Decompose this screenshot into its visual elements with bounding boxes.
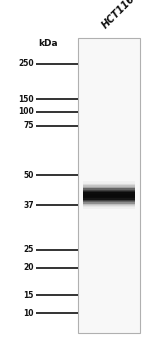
Bar [83,190,135,191]
Bar [83,187,135,188]
Bar [83,187,135,188]
Bar [83,196,135,197]
Text: 250: 250 [18,60,34,68]
Bar [83,194,135,195]
Bar [83,194,135,195]
Bar [83,208,135,209]
Bar [83,182,135,183]
Bar [83,200,135,201]
Bar [83,191,135,192]
Bar [83,193,135,194]
Text: 100: 100 [18,107,34,117]
Bar [83,196,135,197]
Bar [83,205,135,206]
Bar [83,185,135,186]
Bar [83,191,135,192]
Bar [83,184,135,185]
Bar [83,193,135,194]
Bar [83,188,135,189]
Text: 50: 50 [24,171,34,179]
Bar [83,189,135,190]
Bar [83,201,135,202]
Bar [83,200,135,201]
Text: 15: 15 [24,291,34,299]
Bar [83,186,135,187]
Bar [83,181,135,182]
Bar [83,203,135,204]
Bar [83,188,135,189]
Bar [83,195,135,196]
Bar [83,201,135,202]
Bar [83,185,135,186]
Bar [83,189,135,190]
Bar [83,184,135,185]
Bar [83,197,135,198]
Text: 37: 37 [23,200,34,210]
Bar [83,202,135,203]
Text: 10: 10 [24,309,34,318]
Bar [83,198,135,199]
Bar [83,202,135,203]
Bar [83,204,135,205]
Bar [83,207,135,208]
Text: HCT116: HCT116 [100,0,137,30]
Bar [83,187,135,188]
Bar [83,184,135,185]
Bar [83,192,135,193]
Text: 20: 20 [24,264,34,272]
Bar [83,186,135,187]
Bar [83,205,135,206]
Bar [83,188,135,189]
Bar [83,196,135,197]
Bar [83,201,135,203]
Bar [83,193,135,194]
Bar [83,185,135,186]
Bar [78,38,140,333]
Text: 25: 25 [24,245,34,254]
Bar [83,199,135,200]
Bar [83,206,135,207]
Bar [83,203,135,204]
Bar [83,190,135,191]
Text: 75: 75 [24,121,34,131]
Bar [83,192,135,193]
Bar [83,203,135,204]
Bar [83,189,135,190]
Bar [83,202,135,203]
Bar [83,200,135,201]
Bar [83,197,135,198]
Bar [83,183,135,184]
Bar [83,194,135,195]
Text: 150: 150 [18,94,34,104]
Bar [83,190,135,191]
Bar [83,195,135,196]
Bar [83,185,135,186]
Bar [83,199,135,200]
Bar [83,201,135,202]
Bar [83,191,135,192]
Bar [83,193,135,194]
Bar [83,192,135,193]
Bar [83,186,135,187]
Bar [83,198,135,199]
Bar [83,199,135,200]
Text: kDa: kDa [38,40,58,48]
Bar [83,198,135,199]
Bar [83,204,135,205]
Bar [83,200,135,201]
Bar [83,205,135,206]
Bar [83,204,135,205]
Bar [83,197,135,198]
Bar [83,195,135,196]
Bar [83,192,135,193]
